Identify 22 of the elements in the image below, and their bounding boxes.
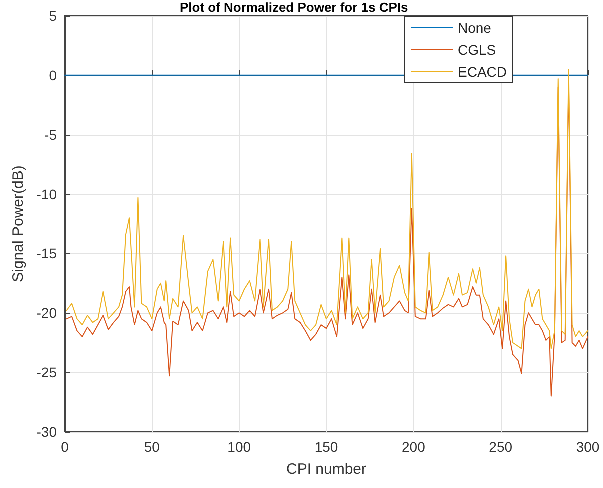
y-tick-label: -20 (36, 305, 58, 322)
x-tick-label: 250 (489, 439, 513, 455)
x-axis-title: CPI number (286, 461, 367, 478)
legend-label: None (458, 20, 492, 36)
x-tick-label: 200 (402, 439, 426, 455)
y-tick-label: -10 (36, 186, 58, 202)
y-tick-label: -5 (44, 126, 58, 143)
y-tick-label: -15 (36, 246, 58, 262)
y-axis-title: Signal Power(dB) (10, 166, 27, 282)
legend-label: ECACD (458, 64, 508, 80)
x-tick-label: 300 (576, 439, 600, 455)
y-tick-label: 0 (49, 67, 58, 84)
y-tick-label: -30 (36, 424, 58, 440)
chart-title: Plot of Normalized Power for 1s CPIs (180, 0, 408, 15)
x-tick-label: 0 (61, 439, 70, 455)
legend-label: CGLS (458, 42, 496, 58)
line-series (66, 68, 588, 350)
x-tick-label: 100 (228, 439, 252, 455)
y-tick-label: -25 (36, 364, 58, 381)
x-tick-label: 150 (314, 439, 338, 455)
y-tick-label: 5 (49, 8, 58, 24)
x-tick-label: 50 (144, 439, 160, 455)
